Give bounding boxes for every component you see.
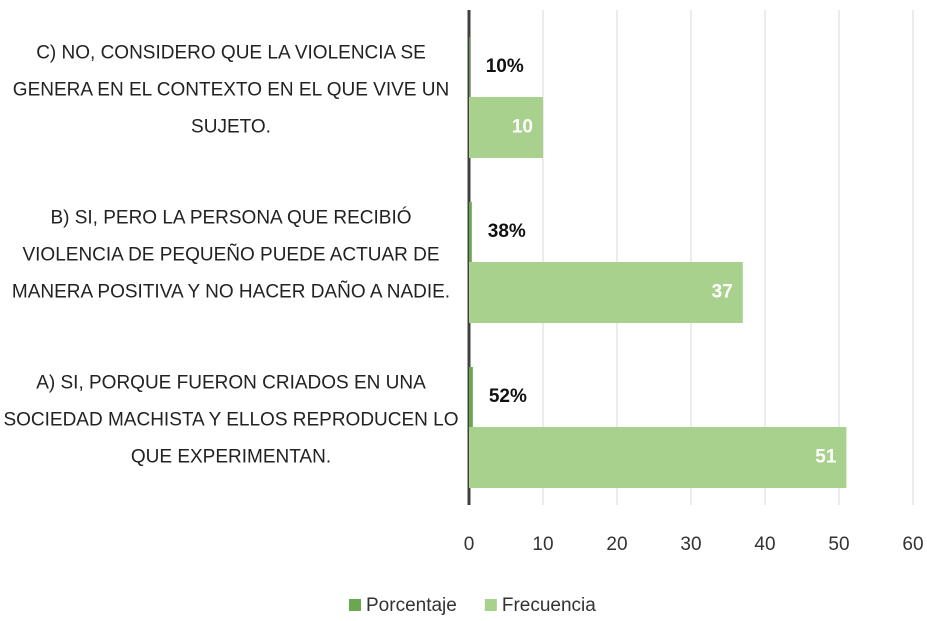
legend-label: Frecuencia bbox=[502, 595, 596, 616]
x-tick-label: 60 bbox=[902, 534, 923, 555]
value-label: 52% bbox=[489, 386, 527, 407]
legend-label: Porcentaje bbox=[366, 595, 457, 616]
x-tick-label: 50 bbox=[828, 534, 849, 555]
value-label: 10 bbox=[512, 117, 533, 138]
legend-swatch bbox=[484, 599, 497, 611]
legend-swatch bbox=[349, 599, 361, 611]
value-label: 38% bbox=[488, 221, 526, 242]
value-label: 10% bbox=[486, 56, 524, 77]
value-label: 37 bbox=[712, 282, 733, 303]
category-label: A) SI, PORQUE FUERON CRIADOS EN UNA SOCI… bbox=[3, 372, 459, 468]
x-tick-label: 10 bbox=[532, 534, 553, 555]
bar bbox=[469, 262, 743, 323]
x-tick-label: 30 bbox=[680, 534, 701, 555]
bar bbox=[469, 367, 473, 427]
value-label: 51 bbox=[815, 447, 837, 468]
x-tick-label: 20 bbox=[606, 534, 627, 555]
bar bbox=[469, 202, 472, 262]
category-label: C) NO, CONSIDERO QUE LA VIOLENCIA SE GEN… bbox=[12, 42, 450, 138]
x-tick-label: 40 bbox=[754, 534, 775, 555]
category-label: B) SI, PERO LA PERSONA QUE RECIBIÓ VIOLE… bbox=[11, 207, 451, 303]
bar bbox=[469, 427, 847, 488]
bar bbox=[469, 37, 470, 97]
x-tick-label: 0 bbox=[464, 534, 475, 555]
bar bbox=[469, 97, 543, 158]
